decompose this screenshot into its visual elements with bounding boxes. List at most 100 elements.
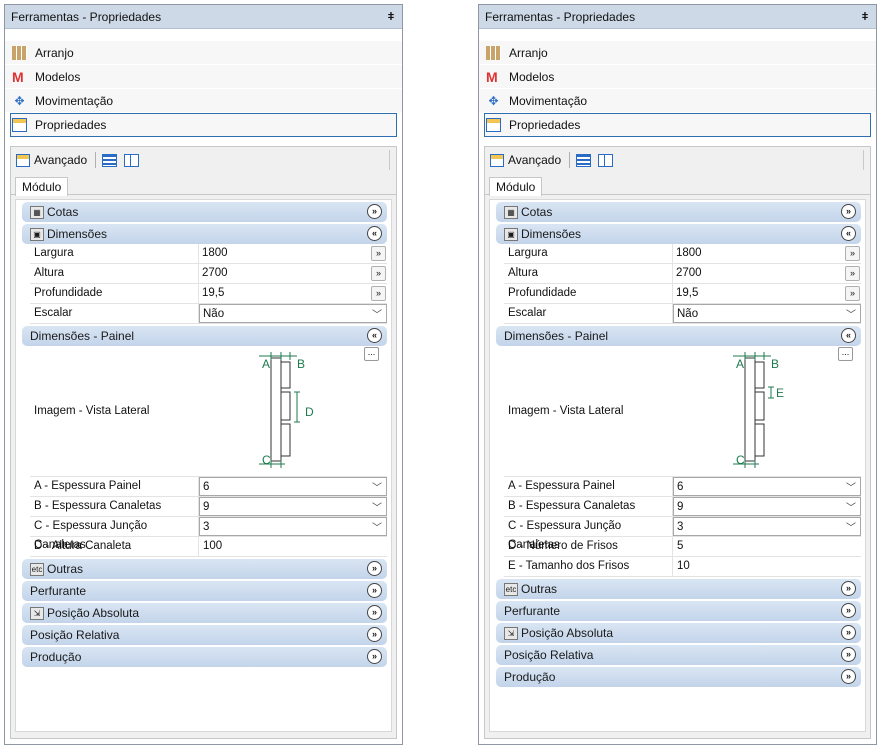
expand-value-button[interactable]: » (845, 266, 860, 281)
expand-value-button[interactable]: » (371, 246, 386, 261)
expand-icon[interactable]: » (841, 625, 856, 640)
category-label: Dimensões (521, 227, 582, 241)
categorized-view-icon[interactable] (102, 153, 118, 167)
nav-item-propriedades[interactable]: Propriedades (10, 113, 397, 137)
property-value[interactable]: 3 ﹀ (673, 517, 861, 536)
category-dimensoes-painel[interactable]: Dimensões - Painel « (22, 326, 387, 346)
expand-icon[interactable]: » (841, 647, 856, 662)
property-value[interactable]: 2700 » (673, 264, 861, 283)
category-dimensoes-painel[interactable]: Dimensões - Painel « (496, 326, 861, 346)
chevron-down-icon[interactable]: ﹀ (372, 310, 382, 321)
nav-item-arranjo[interactable]: Arranjo (479, 41, 876, 65)
property-row: Escalar Não ﹀ (30, 304, 387, 324)
category-posicao-relativa[interactable]: Posição Relativa » (22, 625, 387, 645)
property-row: A - Espessura Painel 6 ﹀ (504, 477, 861, 497)
category-dimensoes[interactable]: ▣ Dimensões « (496, 224, 861, 244)
category-label: Dimensões - Painel (30, 329, 135, 343)
expand-icon[interactable]: » (367, 649, 382, 664)
categorized-view-icon[interactable] (576, 153, 592, 167)
expand-icon[interactable]: » (841, 204, 856, 219)
collapse-icon[interactable]: « (841, 328, 856, 343)
nav-item-modelos[interactable]: M Modelos (5, 65, 402, 89)
category-outras[interactable]: etc Outras » (496, 579, 861, 599)
alphabetical-view-icon[interactable] (598, 153, 614, 167)
expand-value-button[interactable]: » (845, 286, 860, 301)
chevron-down-icon[interactable]: ﹀ (846, 523, 856, 534)
chevron-down-icon[interactable]: ﹀ (372, 523, 382, 534)
expand-icon[interactable]: » (841, 603, 856, 618)
expand-icon[interactable]: » (367, 204, 382, 219)
collapse-icon[interactable]: « (841, 226, 856, 241)
expand-icon[interactable]: » (367, 605, 382, 620)
nav-item-modelos[interactable]: M Modelos (479, 65, 876, 89)
expand-icon[interactable]: » (367, 561, 382, 576)
category-dimensoes[interactable]: ▣ Dimensões « (22, 224, 387, 244)
chevron-down-icon[interactable]: ﹀ (846, 503, 856, 514)
collapse-icon[interactable]: « (367, 328, 382, 343)
advanced-label[interactable]: Avançado (508, 153, 562, 167)
property-value[interactable]: 5 (673, 537, 861, 556)
property-value[interactable]: Não ﹀ (673, 304, 861, 323)
chevron-down-icon[interactable]: ﹀ (372, 483, 382, 494)
category-posicao-relativa[interactable]: Posição Relativa » (496, 645, 861, 665)
expand-icon[interactable]: » (367, 627, 382, 642)
category-posicao-absoluta[interactable]: ⇲ Posição Absoluta » (496, 623, 861, 643)
category-cotas[interactable]: ▦ Cotas » (496, 202, 861, 222)
chevron-down-icon[interactable]: ﹀ (372, 503, 382, 514)
property-value[interactable]: 6 ﹀ (673, 477, 861, 496)
property-value-text: 3 (203, 521, 210, 533)
property-value[interactable]: 100 (199, 537, 387, 556)
expand-icon[interactable]: » (841, 581, 856, 596)
category-producao[interactable]: Produção » (496, 667, 861, 687)
pin-icon[interactable]: ǂ (861, 10, 869, 23)
label-a: A (736, 357, 744, 371)
category-label: Dimensões (47, 227, 108, 241)
property-value[interactable]: 1800 » (199, 244, 387, 263)
expand-value-button[interactable]: » (371, 286, 386, 301)
image-browse-button[interactable]: ... (364, 347, 379, 361)
advanced-label[interactable]: Avançado (34, 153, 88, 167)
tab-modulo[interactable]: Módulo (489, 177, 543, 196)
chevron-down-icon[interactable]: ﹀ (846, 310, 856, 321)
property-value-text: 5 (677, 540, 684, 552)
property-value[interactable]: 19,5 » (199, 284, 387, 303)
tab-modulo[interactable]: Módulo (15, 177, 69, 196)
expand-icon[interactable]: » (841, 669, 856, 684)
property-value-text: 6 (677, 481, 684, 493)
category-perfurante[interactable]: Perfurante » (496, 601, 861, 621)
image-row: Imagem - Vista Lateral A B C E ... (504, 346, 861, 477)
alphabetical-view-icon[interactable] (124, 153, 140, 167)
category-label: Perfurante (504, 604, 561, 618)
property-row: Altura 2700 » (504, 264, 861, 284)
pin-icon[interactable]: ǂ (387, 10, 395, 23)
nav-item-movimentacao[interactable]: ✥ Movimentação (5, 89, 402, 113)
chevron-down-icon[interactable]: ﹀ (846, 483, 856, 494)
property-value[interactable]: 1800 » (673, 244, 861, 263)
collapse-icon[interactable]: « (367, 226, 382, 241)
category-label: Posição Relativa (30, 628, 120, 642)
property-value[interactable]: 2700 » (199, 264, 387, 283)
panel-side-view-diagram: A B C D (259, 352, 314, 468)
image-browse-button[interactable]: ... (838, 347, 853, 361)
property-value-text: 1800 (676, 247, 702, 259)
category-posicao-absoluta[interactable]: ⇲ Posição Absoluta » (22, 603, 387, 623)
property-value[interactable]: Não ﹀ (199, 304, 387, 323)
property-value[interactable]: 3 ﹀ (199, 517, 387, 536)
expand-icon[interactable]: » (367, 583, 382, 598)
category-outras[interactable]: etc Outras » (22, 559, 387, 579)
property-value[interactable]: 9 ﹀ (199, 497, 387, 516)
expand-value-button[interactable]: » (371, 266, 386, 281)
category-perfurante[interactable]: Perfurante » (22, 581, 387, 601)
expand-value-button[interactable]: » (845, 246, 860, 261)
property-value[interactable]: 19,5 » (673, 284, 861, 303)
category-cotas[interactable]: ▦ Cotas » (22, 202, 387, 222)
property-row: Altura 2700 » (30, 264, 387, 284)
property-value[interactable]: 10 (673, 557, 861, 576)
property-value[interactable]: 6 ﹀ (199, 477, 387, 496)
nav-item-movimentacao[interactable]: ✥ Movimentação (479, 89, 876, 113)
nav-item-arranjo[interactable]: Arranjo (5, 41, 402, 65)
category-producao[interactable]: Produção » (22, 647, 387, 667)
property-value[interactable]: 9 ﹀ (673, 497, 861, 516)
properties-body: Avançado Módulo ▦ Cotas » ▣ Dimensões « Larg… (484, 146, 871, 739)
nav-item-propriedades[interactable]: Propriedades (484, 113, 871, 137)
